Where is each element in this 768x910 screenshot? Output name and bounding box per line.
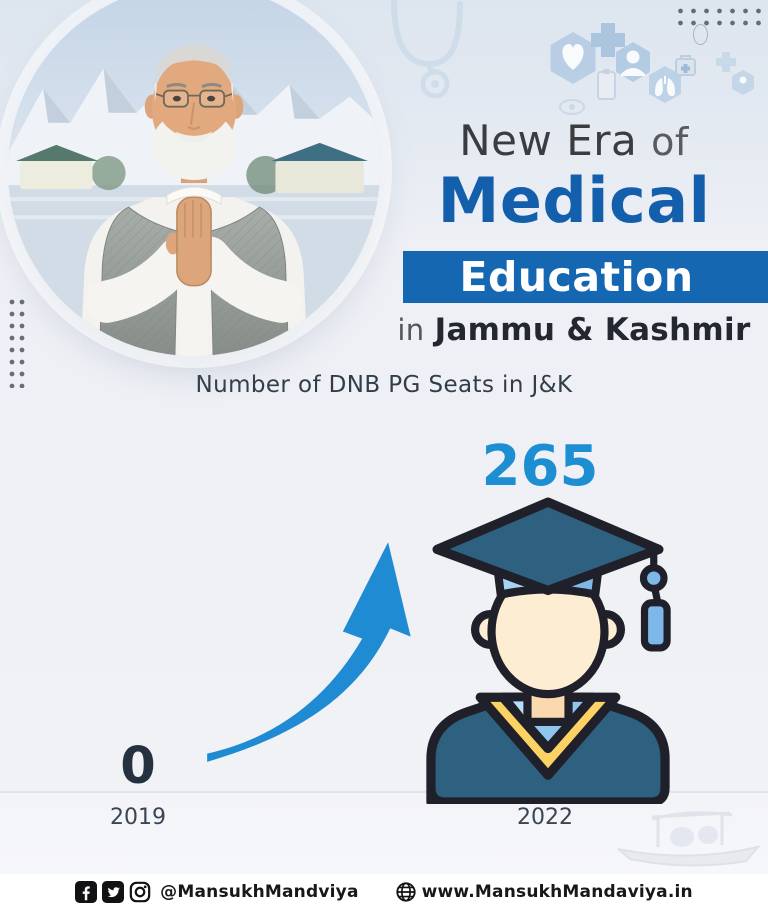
value-2019: 0 <box>120 737 156 796</box>
social-handle: @MansukhMandviya <box>160 882 359 902</box>
facebook-icon <box>75 881 98 903</box>
globe-icon <box>396 882 416 902</box>
graduate-icon <box>426 497 671 804</box>
eye-icon <box>559 99 585 115</box>
medical-cross-icon <box>591 23 625 57</box>
year-2022: 2022 <box>517 805 573 830</box>
headline-block: New Era of Medical Education in Jammu & … <box>380 119 768 348</box>
title-medical: Medical <box>437 163 711 237</box>
heart-hexagon-icon <box>562 44 584 70</box>
title-line-1: New Era of <box>380 119 768 164</box>
doctor-hexagon-icon <box>621 68 645 76</box>
twitter-icon <box>102 881 125 903</box>
year-2019: 2019 <box>110 805 166 830</box>
footer-bar: @MansukhMandviya www.MansukhMandaviya.in <box>0 874 768 910</box>
lake-horizon-line <box>0 791 768 793</box>
title-jammu-kashmir: Jammu & Kashmir <box>434 311 751 348</box>
title-of: of <box>651 120 689 164</box>
title-new-era: New Era <box>459 116 638 165</box>
ellipse-decor <box>693 24 708 45</box>
shikara-boat-faded <box>617 811 761 867</box>
title-line-4: in Jammu & Kashmir <box>380 312 768 348</box>
pm-photo <box>8 0 380 356</box>
instagram-icon <box>129 881 151 903</box>
dot-grid-top-right <box>674 5 768 29</box>
pm-portrait-illustration <box>8 0 380 356</box>
chart-title: Number of DNB PG Seats in J&K <box>195 372 573 398</box>
title-education-bar: Education <box>403 250 768 303</box>
lungs-hexagon-icon <box>655 76 675 97</box>
website-url: www.MansukhMandaviya.in <box>421 882 693 902</box>
clipboard-icon <box>597 71 616 100</box>
growth-arrow-icon <box>207 542 411 762</box>
stethoscope-icon <box>391 0 463 99</box>
dot-grid-left <box>7 296 29 388</box>
value-2022: 265 <box>481 434 599 499</box>
title-in: in <box>397 312 425 347</box>
medical-hexagons-decoration <box>550 23 754 115</box>
